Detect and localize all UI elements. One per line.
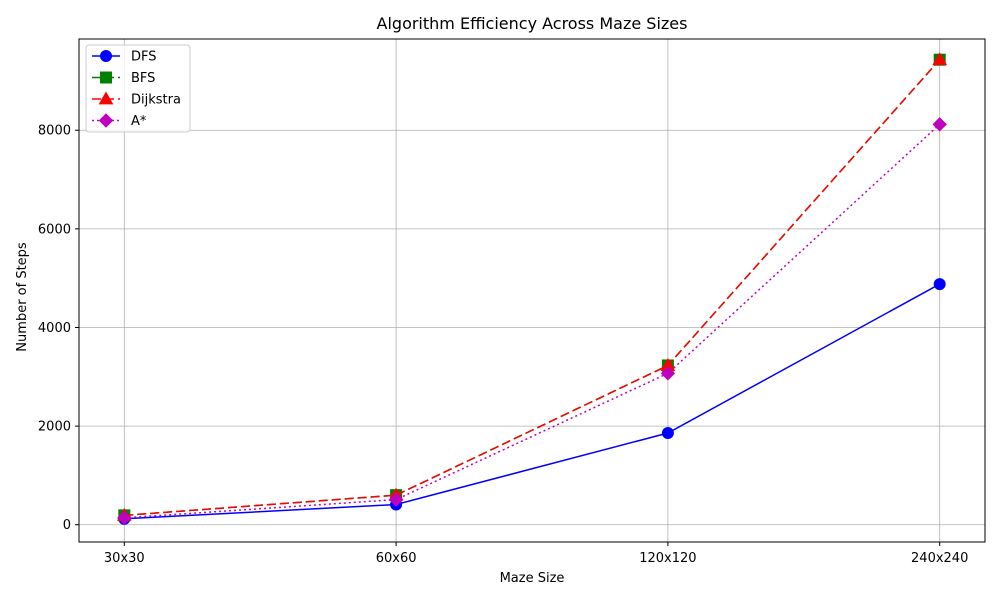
legend-marker — [100, 50, 112, 62]
legend-label: DFS — [131, 50, 157, 65]
y-tick-label: 6000 — [38, 222, 71, 237]
series-line — [124, 123, 941, 519]
legend-item: DFS — [92, 50, 157, 65]
data-point — [661, 427, 674, 440]
grid — [79, 39, 985, 542]
x-tick-label: 60x60 — [376, 551, 417, 566]
legend-marker — [100, 71, 112, 84]
y-axis-label: Number of Steps — [15, 242, 30, 352]
x-tick-label: 30x30 — [104, 551, 145, 566]
y-tick-label: 8000 — [38, 124, 71, 139]
legend-marker — [98, 91, 114, 105]
ticks: 30x30 60x60 120x120 240x240 0 2000 4000 6000 800… — [38, 124, 968, 566]
data-point — [932, 117, 947, 132]
legend-label: BFS — [131, 71, 155, 86]
data-point — [933, 278, 946, 291]
x-tick-label: 240x240 — [911, 551, 968, 566]
x-axis-label: Maze Size — [500, 571, 565, 586]
legend-label: Dijkstra — [131, 93, 181, 108]
legend-label: A* — [131, 114, 147, 129]
y-tick-label: 2000 — [38, 420, 71, 435]
y-tick-label: 0 — [63, 518, 71, 533]
plot-frame — [78, 38, 986, 543]
data-point — [117, 510, 132, 526]
chart-title: Algorithm Efficiency Across Maze Sizes — [377, 14, 688, 33]
legend-item: Dijkstra — [92, 91, 181, 108]
legend: DFS BFS Dijkstra A* — [85, 44, 191, 133]
series-line — [124, 59, 941, 517]
y-tick-label: 4000 — [38, 321, 71, 336]
data-point — [932, 52, 948, 66]
data-point — [388, 492, 404, 507]
legend-marker — [98, 113, 114, 128]
series-line — [124, 283, 941, 520]
legend-box — [85, 44, 191, 133]
data-point — [660, 366, 676, 381]
series-4 — [117, 117, 947, 526]
legend-item: BFS — [92, 71, 155, 86]
series-layer — [116, 52, 948, 526]
legend-item: A* — [92, 113, 147, 129]
x-tick-label: 120x120 — [639, 551, 696, 566]
